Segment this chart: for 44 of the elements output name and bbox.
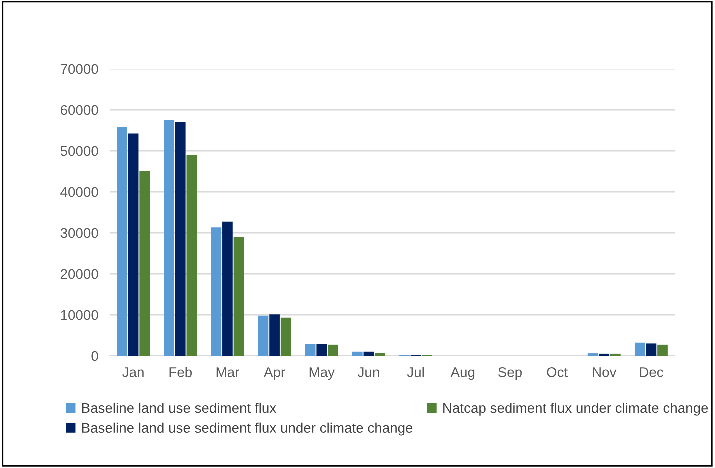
- bar: [164, 120, 175, 356]
- bar: [634, 342, 646, 356]
- bar: [117, 127, 128, 356]
- x-tick-label: Aug: [450, 368, 475, 380]
- x-tick-label: Jul: [407, 367, 424, 378]
- bar: [258, 316, 269, 356]
- bar: [646, 344, 657, 356]
- y-tick-label: 10000: [61, 310, 98, 320]
- bar: [175, 122, 186, 356]
- bar: [352, 352, 363, 356]
- y-tick-label: 40000: [60, 187, 98, 198]
- x-tick-label: Nov: [593, 368, 617, 378]
- x-tick-label: Apr: [264, 368, 286, 380]
- bar: [364, 352, 374, 356]
- y-tick-label: 50000: [60, 146, 98, 156]
- bar: [211, 228, 222, 356]
- y-tick-label: 20000: [60, 269, 98, 280]
- bar: [186, 155, 198, 356]
- bar: [222, 222, 233, 356]
- legend-label: Baseline land use sediment flux under climate change: [82, 422, 413, 436]
- bar: [375, 353, 386, 356]
- bar: [234, 237, 244, 356]
- bar: [140, 172, 150, 356]
- legend-label: Natcap sediment flux under climate change: [444, 402, 708, 416]
- bar: [280, 318, 292, 356]
- bar: [305, 344, 316, 356]
- bar: [328, 344, 338, 356]
- x-tick-label: Jun: [358, 368, 380, 378]
- x-tick-label: Dec: [640, 368, 664, 378]
- x-tick-label: May: [310, 368, 335, 380]
- y-tick-label: 60000: [60, 105, 98, 116]
- x-tick-label: Oct: [547, 367, 568, 378]
- y-tick-label: 30000: [60, 228, 98, 238]
- x-tick-label: Sep: [498, 367, 522, 380]
- bar: [128, 134, 139, 356]
- x-tick-label: Feb: [170, 367, 192, 378]
- legend-label: Baseline land use sediment flux: [82, 402, 276, 414]
- x-tick-label: Jan: [122, 368, 144, 378]
- x-tick-label: Mar: [216, 368, 240, 378]
- bar: [316, 344, 328, 356]
- y-tick-label: 0: [92, 351, 98, 362]
- bar: [270, 314, 280, 356]
- bar: [658, 344, 668, 356]
- y-tick-label: 70000: [60, 64, 98, 74]
